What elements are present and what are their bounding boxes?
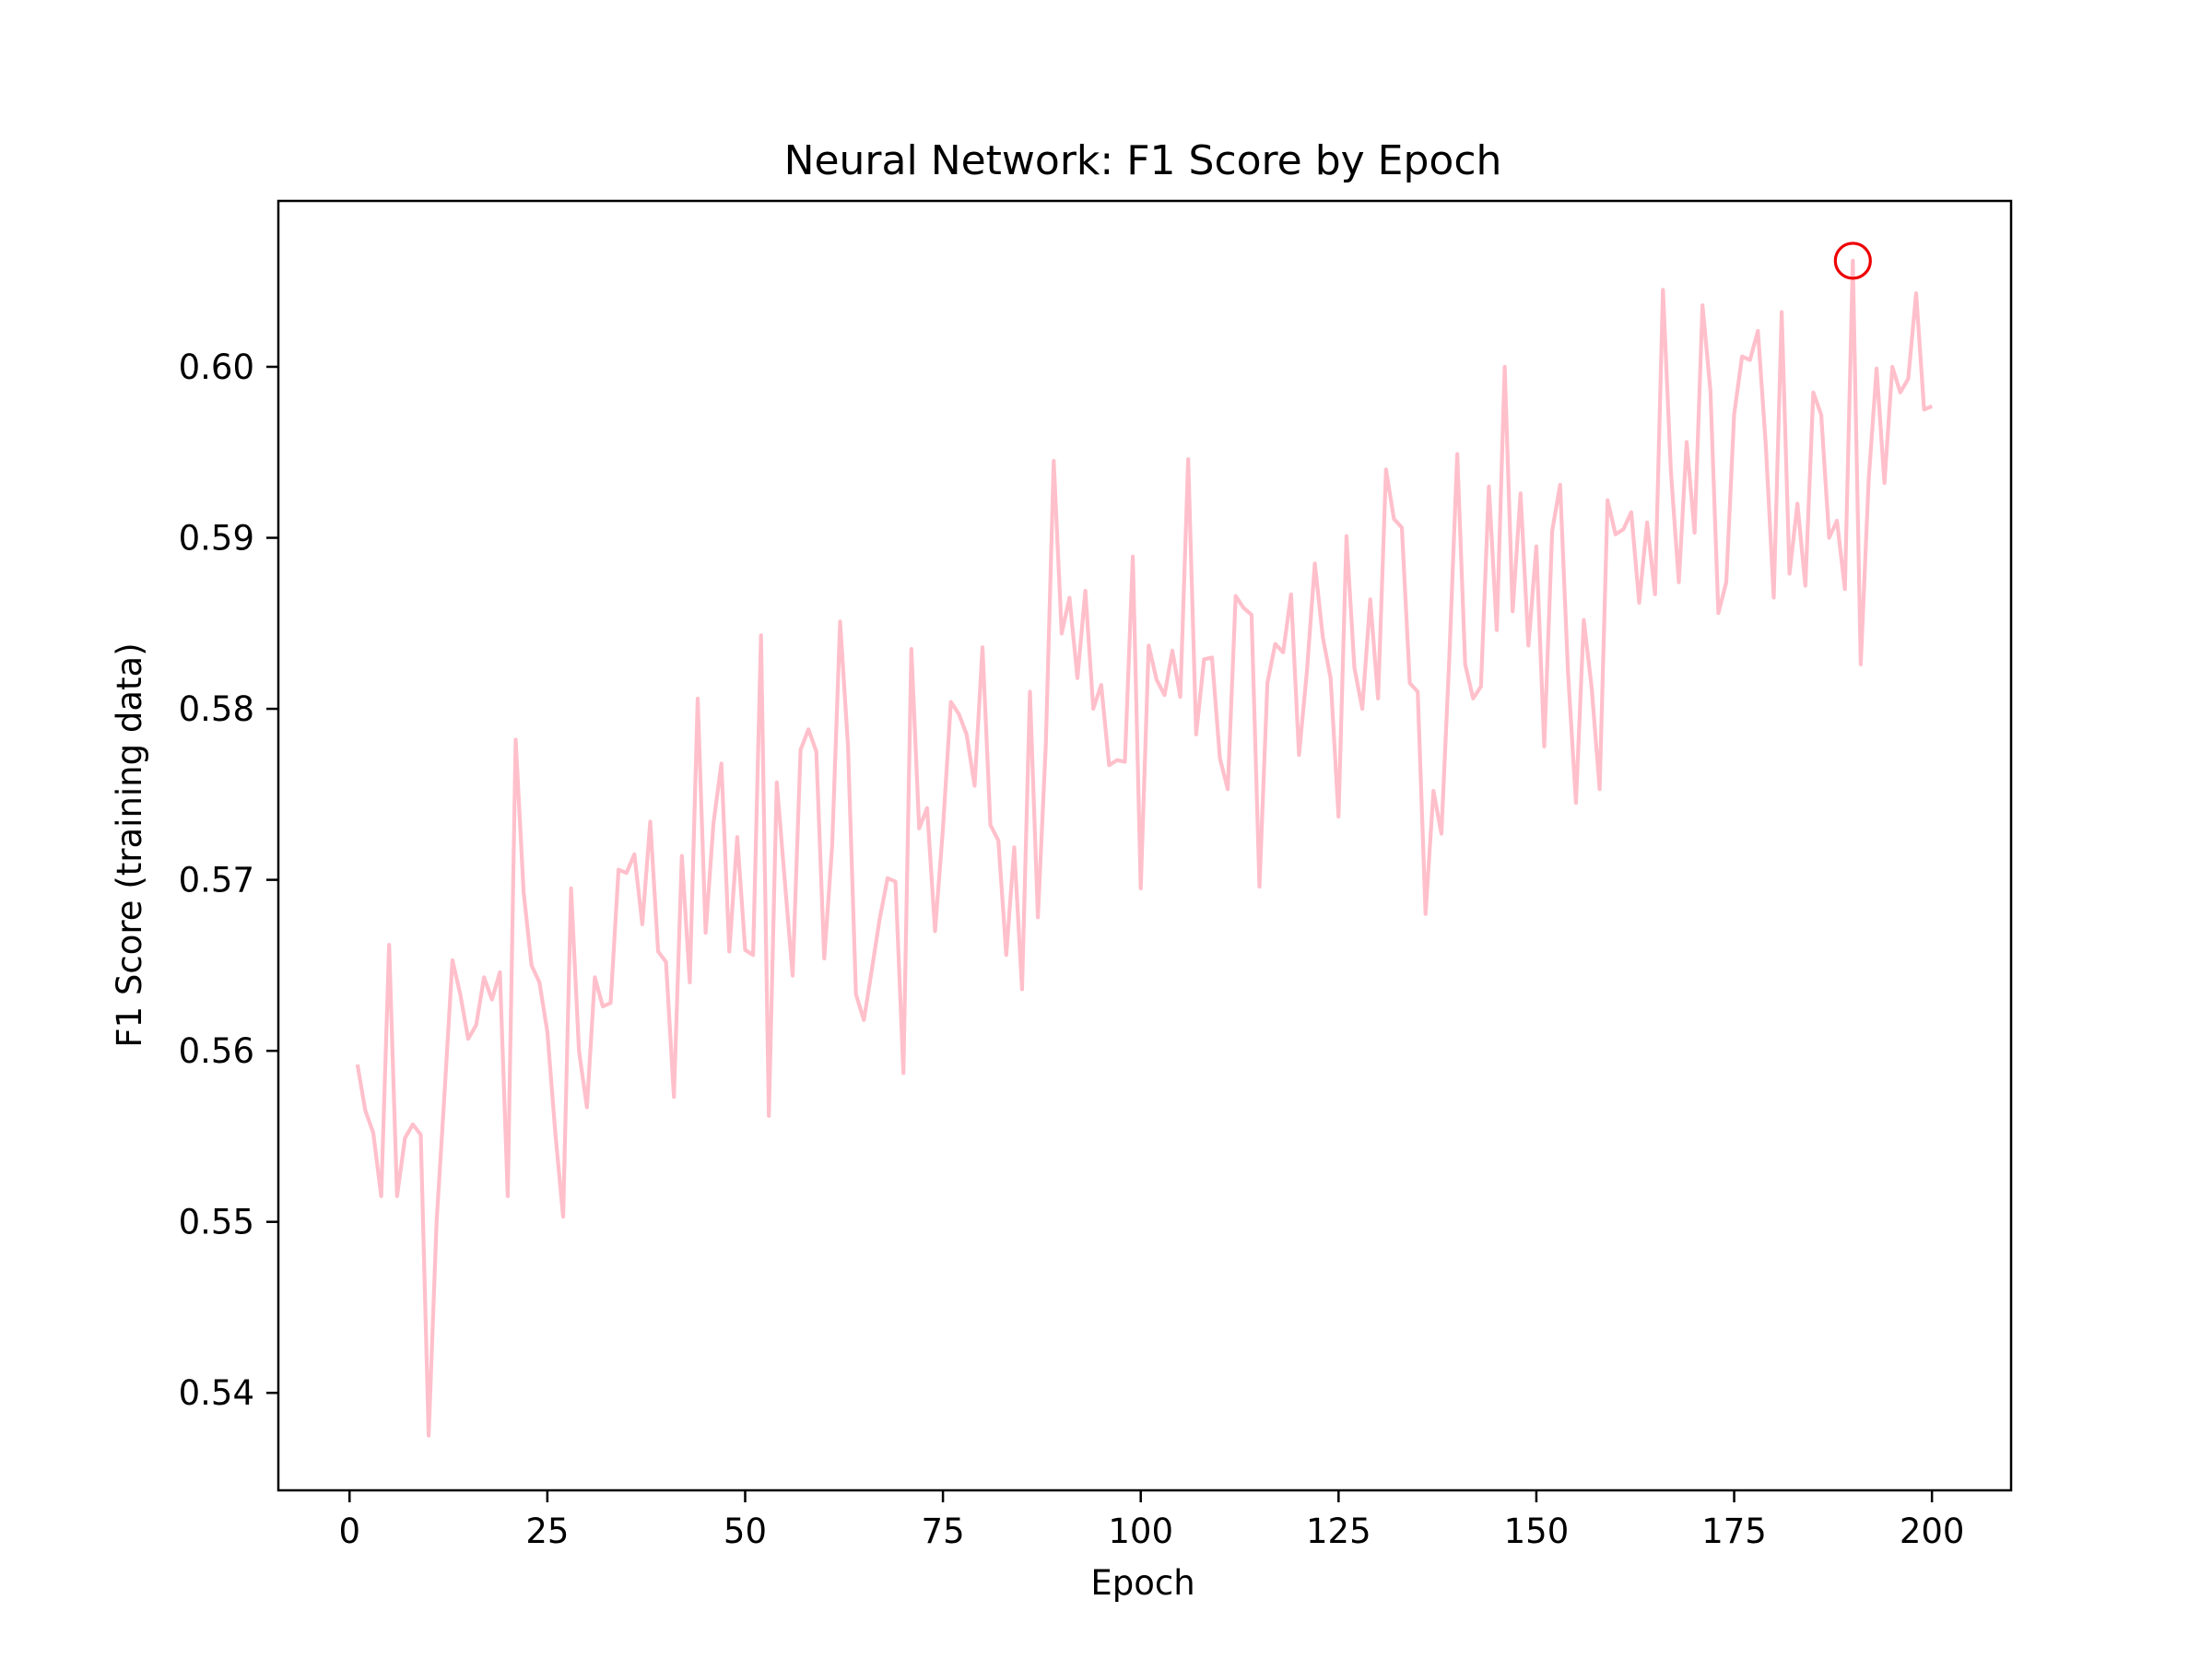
y-tick-label: 0.56 <box>179 1031 254 1071</box>
x-tick-label: 100 <box>1108 1512 1173 1551</box>
x-axis-label: Epoch <box>1090 1563 1194 1603</box>
x-tick-label: 175 <box>1701 1512 1767 1551</box>
series-line-0 <box>355 258 1934 1438</box>
y-tick-label: 0.59 <box>179 519 254 559</box>
marker-layer <box>1833 241 1872 280</box>
x-tick-label: 50 <box>724 1512 767 1551</box>
y-tick-label: 0.60 <box>179 347 254 387</box>
max-point-marker <box>1833 241 1872 280</box>
x-tick-label: 0 <box>338 1512 360 1551</box>
y-tick-label: 0.54 <box>179 1373 254 1413</box>
chart-title: Neural Network: F1 Score by Epoch <box>784 137 1502 184</box>
x-tick-label: 125 <box>1306 1512 1371 1551</box>
x-axis: 0 25 50 75 100 125 150 175 200 <box>338 1490 1964 1551</box>
x-tick-label: 150 <box>1504 1512 1570 1551</box>
y-axis-label: F1 Score (training data) <box>110 642 149 1047</box>
x-tick-label: 25 <box>525 1512 569 1551</box>
y-axis: 0.54 0.55 0.56 0.57 0.58 0.59 0.60 <box>179 347 278 1413</box>
plot-frame <box>276 199 2013 1492</box>
y-tick-label: 0.58 <box>179 689 254 729</box>
x-tick-label: 200 <box>1900 1512 1965 1551</box>
series-layer <box>355 258 1934 1438</box>
y-tick-label: 0.55 <box>179 1203 254 1242</box>
y-tick-label: 0.57 <box>179 861 254 900</box>
x-tick-label: 75 <box>922 1512 965 1551</box>
